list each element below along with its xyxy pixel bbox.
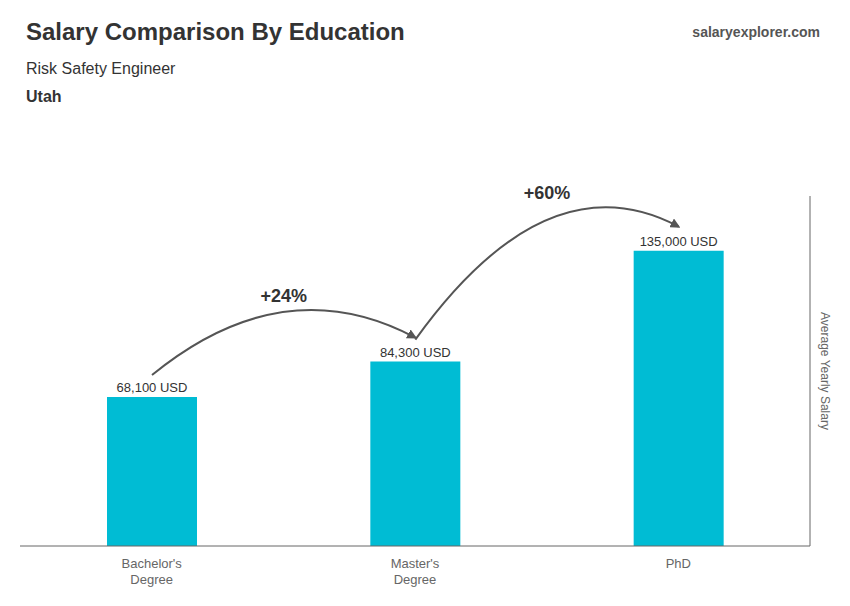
svg-text:Master'sDegree: Master'sDegree: [391, 556, 440, 587]
html-text:Utah: Utah: [26, 88, 62, 105]
html-text:Salary Comparison By Education: Salary Comparison By Education: [26, 18, 405, 45]
svg-text:84,300 USD: 84,300 USD: [380, 345, 451, 360]
svg-text:Average Yearly Salary: Average Yearly Salary: [818, 312, 832, 430]
html-text:salaryexplorer.com: salaryexplorer.com: [692, 24, 820, 40]
svg-text:+60%: +60%: [524, 183, 571, 203]
svg-text:+24%: +24%: [260, 286, 307, 306]
svg-text:Bachelor'sDegree: Bachelor'sDegree: [122, 556, 183, 587]
svg-text:68,100 USD: 68,100 USD: [117, 380, 188, 395]
svg-text:135,000 USD: 135,000 USD: [640, 234, 718, 249]
html-text:Risk Safety Engineer: Risk Safety Engineer: [26, 60, 176, 77]
svg-text:PhD: PhD: [666, 556, 691, 571]
